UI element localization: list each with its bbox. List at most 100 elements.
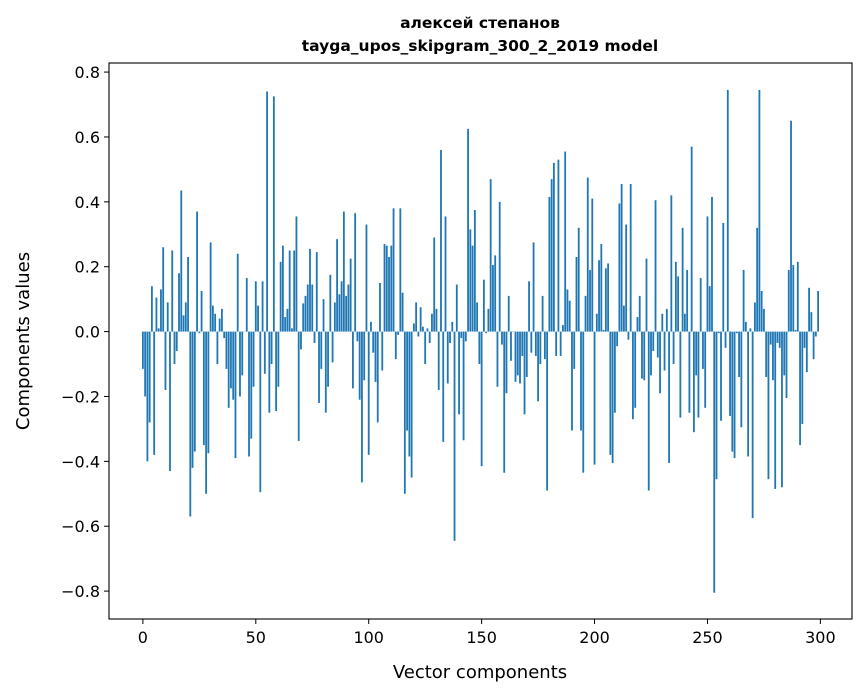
- bar-171: [528, 281, 530, 331]
- bar-191: [573, 332, 575, 369]
- bar-179: [546, 332, 548, 491]
- bar-35: [221, 309, 223, 332]
- bar-51: [257, 306, 259, 332]
- bar-234: [670, 195, 672, 331]
- bar-166: [517, 332, 519, 376]
- bar-83: [329, 275, 331, 332]
- bar-117: [406, 332, 408, 431]
- bar-208: [612, 332, 614, 463]
- bar-120: [413, 323, 415, 331]
- bar-29: [207, 332, 209, 454]
- x-tick-label: 300: [805, 628, 836, 647]
- bar-219: [637, 317, 639, 332]
- bar-134: [445, 216, 447, 331]
- bar-170: [526, 332, 528, 377]
- bar-128: [431, 314, 433, 332]
- bar-90: [345, 296, 347, 332]
- bar-105: [379, 283, 381, 332]
- bar-66: [291, 328, 293, 331]
- bar-217: [632, 332, 634, 420]
- bar-193: [578, 228, 580, 332]
- bar-240: [684, 314, 686, 332]
- bar-256: [720, 332, 722, 421]
- bar-141: [460, 332, 462, 338]
- bar-140: [458, 332, 460, 415]
- bar-98: [363, 332, 365, 381]
- bar-283: [781, 332, 783, 488]
- bar-102: [372, 332, 374, 353]
- bar-285: [786, 332, 788, 398]
- bar-224: [648, 332, 650, 491]
- bar-243: [691, 147, 693, 332]
- bar-294: [806, 332, 808, 373]
- bar-108: [386, 246, 388, 332]
- bar-178: [544, 332, 546, 360]
- bar-276: [765, 332, 767, 377]
- bar-110: [390, 246, 392, 332]
- bar-47: [248, 332, 250, 457]
- bar-296: [810, 312, 812, 331]
- bar-95: [357, 332, 359, 342]
- bar-24: [196, 212, 198, 332]
- y-tick-label: −0.4: [61, 452, 100, 471]
- bar-32: [214, 314, 216, 332]
- bar-84: [332, 332, 334, 363]
- bar-295: [808, 288, 810, 332]
- bar-137: [451, 322, 453, 332]
- bar-87: [338, 294, 340, 331]
- bar-15: [176, 332, 178, 351]
- bar-244: [693, 332, 695, 433]
- bar-267: [745, 322, 747, 332]
- bar-18: [183, 315, 185, 331]
- bar-7: [158, 328, 160, 331]
- bar-242: [688, 332, 690, 413]
- bar-124: [422, 327, 424, 332]
- bar-273: [759, 90, 761, 332]
- bar-201: [596, 314, 598, 332]
- bar-4: [151, 286, 153, 331]
- bar-228: [657, 332, 659, 358]
- bar-162: [508, 296, 510, 332]
- bar-196: [585, 296, 587, 332]
- bar-67: [293, 250, 295, 331]
- y-tick-label: −0.8: [61, 582, 100, 601]
- bar-281: [777, 332, 779, 343]
- bar-132: [440, 150, 442, 332]
- bar-266: [743, 270, 745, 332]
- bar-73: [307, 285, 309, 332]
- y-tick-label: −0.6: [61, 517, 100, 536]
- bar-226: [652, 332, 654, 351]
- bar-69: [298, 332, 300, 441]
- bar-260: [729, 332, 731, 416]
- bar-31: [212, 306, 214, 332]
- bar-111: [393, 208, 395, 331]
- bar-202: [598, 260, 600, 331]
- bar-168: [521, 332, 523, 356]
- bar-200: [594, 332, 596, 465]
- bar-52: [259, 332, 261, 493]
- bar-230: [661, 314, 663, 332]
- bar-146: [472, 246, 474, 332]
- bar-181: [551, 179, 553, 331]
- bar-103: [375, 332, 377, 382]
- bar-258: [725, 332, 727, 348]
- bar-182: [553, 163, 555, 332]
- bar-139: [456, 285, 458, 332]
- bar-159: [501, 332, 503, 345]
- bar-26: [201, 291, 203, 332]
- bar-147: [474, 210, 476, 332]
- bar-8: [160, 289, 162, 331]
- bar-175: [537, 332, 539, 402]
- bar-203: [600, 244, 602, 332]
- bar-25: [198, 332, 200, 334]
- bar-298: [815, 332, 817, 337]
- bar-161: [506, 332, 508, 394]
- bar-11: [167, 302, 169, 331]
- bar-112: [395, 332, 397, 360]
- bar-263: [736, 332, 738, 334]
- bar-10: [165, 332, 167, 390]
- bar-268: [747, 332, 749, 457]
- bar-199: [591, 199, 593, 332]
- bar-79: [320, 332, 322, 369]
